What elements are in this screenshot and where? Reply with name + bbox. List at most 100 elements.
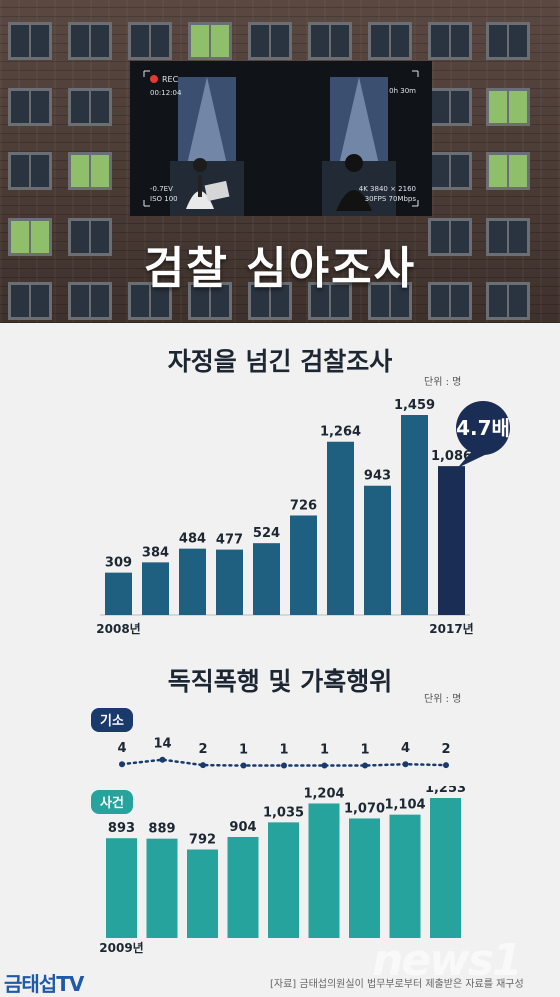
- bar: [179, 548, 206, 615]
- chart1-title: 자정을 넘긴 검찰조사: [167, 347, 393, 376]
- channel-logo: 금태섭TV: [4, 972, 84, 996]
- bar: [364, 485, 391, 615]
- bar-value-label: 1,070: [344, 801, 385, 816]
- left-light-beam: [186, 77, 228, 169]
- building-window: [8, 22, 52, 60]
- bar-value-label: 384: [142, 545, 169, 560]
- bar: [430, 798, 461, 938]
- bar-value-label: 477: [216, 533, 243, 548]
- timecode: 00:12:04: [150, 89, 182, 97]
- bar-value-label: 1,104: [384, 798, 425, 813]
- building-window: [8, 218, 52, 256]
- building-window: [68, 218, 112, 256]
- bar: [268, 822, 299, 938]
- x-tick-label: 2009년: [99, 941, 143, 954]
- series-badge-label: 사건: [100, 795, 124, 811]
- investigator-tie: [198, 175, 202, 197]
- point-value-label: 1: [279, 743, 288, 758]
- bar-value-label: 792: [189, 833, 216, 848]
- camera-scene: [143, 70, 419, 216]
- building-window: [368, 282, 412, 320]
- building-window: [486, 218, 530, 256]
- remaining-time: 0h 30m: [389, 87, 416, 95]
- viewfinder-corners: [143, 70, 419, 207]
- building-window: [486, 22, 530, 60]
- building-window: [68, 22, 112, 60]
- building-window: [486, 282, 530, 320]
- building-window: [428, 88, 472, 126]
- building-window: [428, 282, 472, 320]
- building-window: [68, 282, 112, 320]
- bar: [327, 441, 354, 615]
- bar: [142, 562, 169, 615]
- building-window: [248, 22, 292, 60]
- x-tick-label: 2008년: [96, 622, 140, 636]
- callout-bubble: [456, 401, 510, 455]
- building-window: [428, 152, 472, 190]
- building-window: [128, 282, 172, 320]
- building-window: [428, 218, 472, 256]
- bar: [187, 849, 218, 938]
- building-window: [8, 282, 52, 320]
- building-window: [68, 152, 112, 190]
- rec-dot-icon: [150, 75, 158, 83]
- point-value-label: 2: [441, 742, 450, 757]
- fps-value: 30FPS 70Mbps: [364, 195, 416, 203]
- line-point: [240, 762, 247, 769]
- bar: [106, 838, 137, 938]
- ev-value: -0.7EV: [150, 185, 173, 193]
- point-value-label: 1: [239, 743, 248, 758]
- line-point: [402, 761, 409, 768]
- bar-value-label: 1,459: [394, 398, 435, 413]
- bar-value-label: 1,086: [431, 449, 472, 464]
- line-point: [200, 762, 206, 769]
- bar-value-label: 1,264: [320, 425, 361, 440]
- hero-banner: REC 00:12:04 0h 30m -0.7EV ISO 100 4K 38…: [0, 0, 560, 323]
- bar: [308, 803, 340, 938]
- building-window: [8, 88, 52, 126]
- resolution-value: 4K 3840 × 2160: [358, 185, 416, 193]
- bar: [253, 543, 280, 615]
- point-value-label: 1: [360, 743, 369, 758]
- rec-label: REC: [162, 75, 179, 84]
- chart2-title: 독직폭행 및 가혹행위: [167, 667, 393, 696]
- series-badge: [91, 708, 133, 732]
- chart2-unit: 단위 : 명: [424, 694, 462, 705]
- bar-value-label: 1,253: [425, 786, 466, 796]
- bar-value-label: 524: [253, 526, 280, 541]
- camera-screen: REC 00:12:04 0h 30m -0.7EV ISO 100 4K 38…: [130, 61, 432, 216]
- bar-value-label: 1,035: [263, 805, 304, 820]
- bar: [438, 466, 465, 615]
- building-window: [188, 282, 232, 320]
- line-point: [159, 756, 166, 763]
- midnight-interrogation-chart: 309 2008년 384 484 477 524 726 1,264 943 1,459 1,08…: [96, 398, 510, 636]
- bar: [349, 818, 380, 938]
- series-badge-label: 기소: [100, 714, 124, 729]
- line-point: [119, 761, 125, 768]
- building-window: [248, 282, 292, 320]
- document-icon: [204, 180, 230, 202]
- bar: [216, 549, 243, 615]
- indictment-line-chart: 기소4 14 2 1 1 1 1 4 2: [91, 708, 451, 769]
- suspect-body: [336, 190, 372, 211]
- x-tick-label: 2017년: [429, 622, 473, 636]
- news1-watermark: news1: [372, 935, 523, 986]
- source-note: [자료] 금태섭의원실이 법무부로부터 제출받은 자료를 재구성: [270, 979, 524, 990]
- bar-value-label: 893: [108, 821, 135, 836]
- hero-title: 검찰 심야조사: [143, 243, 417, 294]
- bar: [146, 838, 178, 938]
- bar-value-label: 726: [290, 498, 317, 513]
- bar-value-label: 889: [148, 822, 175, 837]
- point-value-label: 14: [153, 737, 171, 752]
- point-value-label: 1: [320, 743, 329, 758]
- line-point: [362, 762, 368, 769]
- line-point: [321, 762, 328, 769]
- building-window: [486, 88, 530, 126]
- building-window: [428, 22, 472, 60]
- bar: [290, 515, 317, 615]
- building-window: [128, 22, 172, 60]
- line-point: [443, 762, 449, 769]
- building-window: [68, 88, 112, 126]
- building-window: [486, 152, 530, 190]
